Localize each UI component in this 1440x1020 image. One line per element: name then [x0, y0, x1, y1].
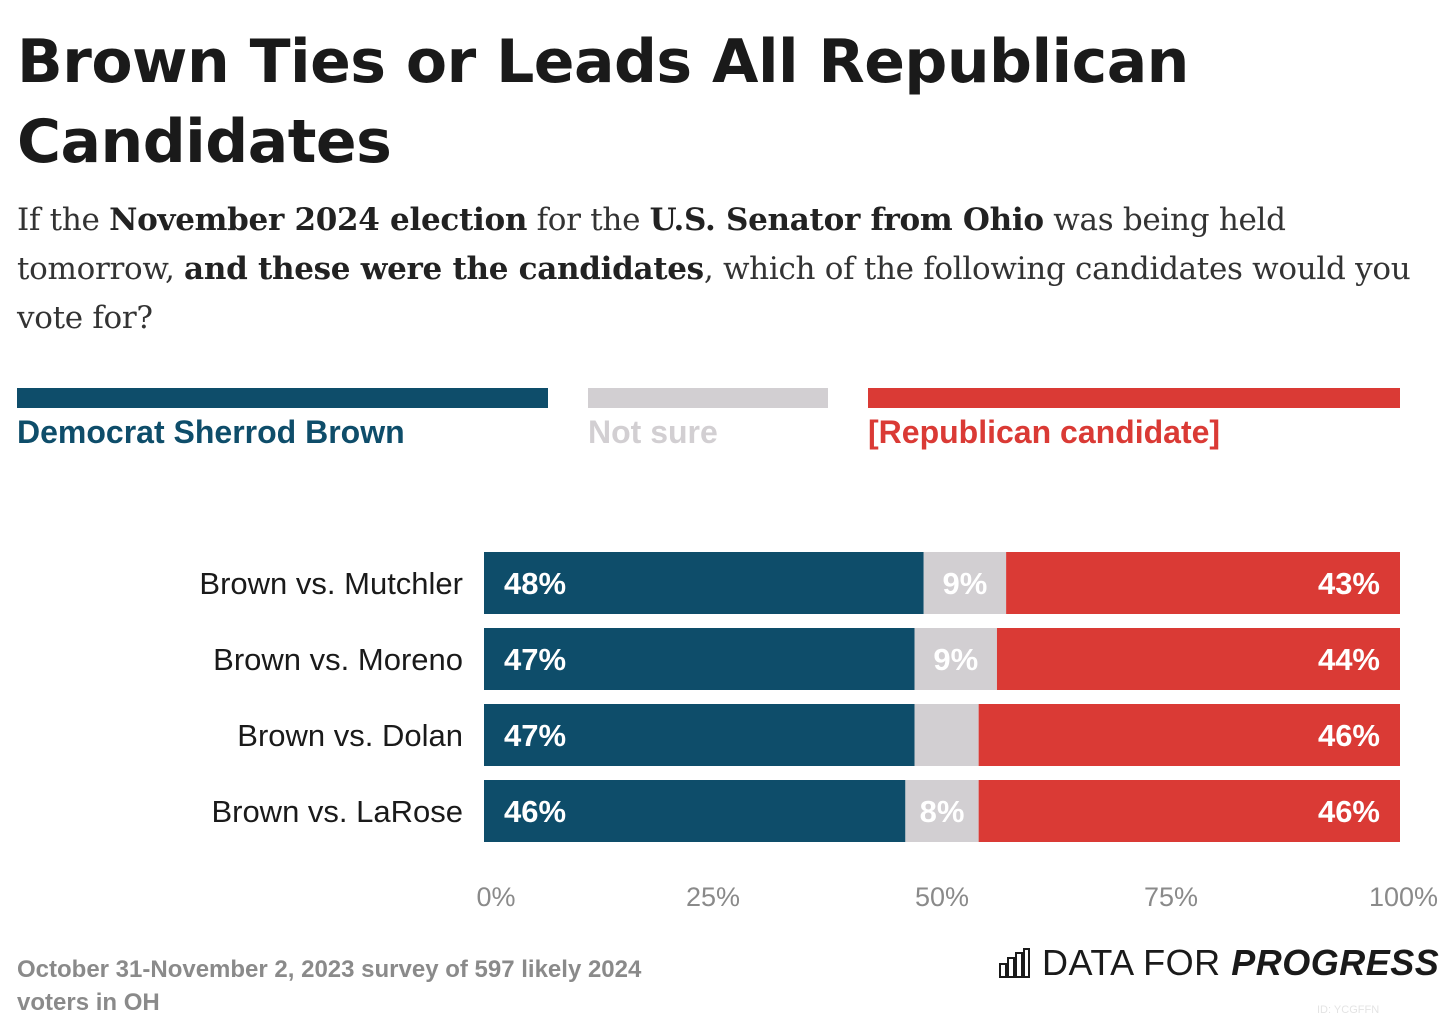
data-label-republican-candidate-3: 46%	[1318, 794, 1380, 829]
data-label-republican-candidate-2: 46%	[1318, 718, 1380, 753]
bar-republican-candidate-3	[978, 780, 1400, 842]
data-label-republican-candidate-1: 44%	[1318, 642, 1380, 677]
chart-subtitle: If the November 2024 election for the U.…	[17, 202, 1411, 336]
bar-chart-logo-icon	[999, 948, 1030, 978]
bar-republican-candidate-1	[996, 628, 1400, 690]
bar-not-sure-2	[914, 704, 979, 766]
data-for-progress-logo: DATA FOR PROGRESS	[998, 942, 1439, 984]
stacked-bar-chart: Brown vs. Mutchler 48% 9% 43% Brown vs. More…	[199, 552, 1438, 912]
data-label-not-sure-3: 8%	[920, 794, 965, 829]
bar-not-sure-1	[914, 628, 997, 690]
data-label-not-sure-0: 9%	[942, 566, 987, 601]
data-label-democrat-sherrod-brown-1: 47%	[504, 642, 566, 677]
x-tick-label-2: 50%	[915, 882, 969, 912]
legend-label-republican: [Republican candidate]	[868, 414, 1221, 450]
data-label-democrat-sherrod-brown-0: 48%	[504, 566, 566, 601]
bar-republican-candidate-2	[978, 704, 1400, 766]
bar-not-sure-0	[923, 552, 1007, 614]
x-tick-label-1: 25%	[686, 882, 740, 912]
data-label-not-sure-1: 9%	[933, 642, 978, 677]
category-label-brown-vs-mutchler: Brown vs. Mutchler	[199, 566, 463, 601]
legend-swatch-democrat	[17, 388, 548, 408]
legend-label-democrat: Democrat Sherrod Brown	[17, 414, 405, 450]
x-tick-label-3: 75%	[1144, 882, 1198, 912]
chart-id: ID: YCGFFN	[1317, 1004, 1380, 1016]
category-label-brown-vs-dolan: Brown vs. Dolan	[237, 718, 463, 753]
category-label-brown-vs-larose: Brown vs. LaRose	[211, 794, 463, 829]
data-label-republican-candidate-0: 43%	[1318, 566, 1380, 601]
chart-title: Brown Ties or Leads All Republican Candi…	[17, 27, 1189, 177]
bar-democrat-sherrod-brown-2	[484, 704, 915, 766]
x-tick-label-4: 100%	[1369, 882, 1438, 912]
legend-swatch-not-sure	[588, 388, 828, 408]
survey-footnote: October 31-November 2, 2023 survey of 59…	[17, 956, 642, 1016]
legend-label-not-sure: Not sure	[588, 414, 718, 450]
bar-democrat-sherrod-brown-1	[484, 628, 915, 690]
category-label-brown-vs-moreno: Brown vs. Moreno	[213, 642, 463, 677]
data-label-democrat-sherrod-brown-3: 46%	[504, 794, 566, 829]
bar-not-sure-3	[905, 780, 979, 842]
brand-text: DATA FOR PROGRESS	[1042, 942, 1440, 983]
legend-swatch-republican	[868, 388, 1400, 408]
x-tick-label-0: 0%	[476, 882, 515, 912]
bar-democrat-sherrod-brown-0	[484, 552, 924, 614]
data-label-democrat-sherrod-brown-2: 47%	[504, 718, 566, 753]
bar-democrat-sherrod-brown-3	[484, 780, 906, 842]
bar-republican-candidate-0	[1006, 552, 1400, 614]
